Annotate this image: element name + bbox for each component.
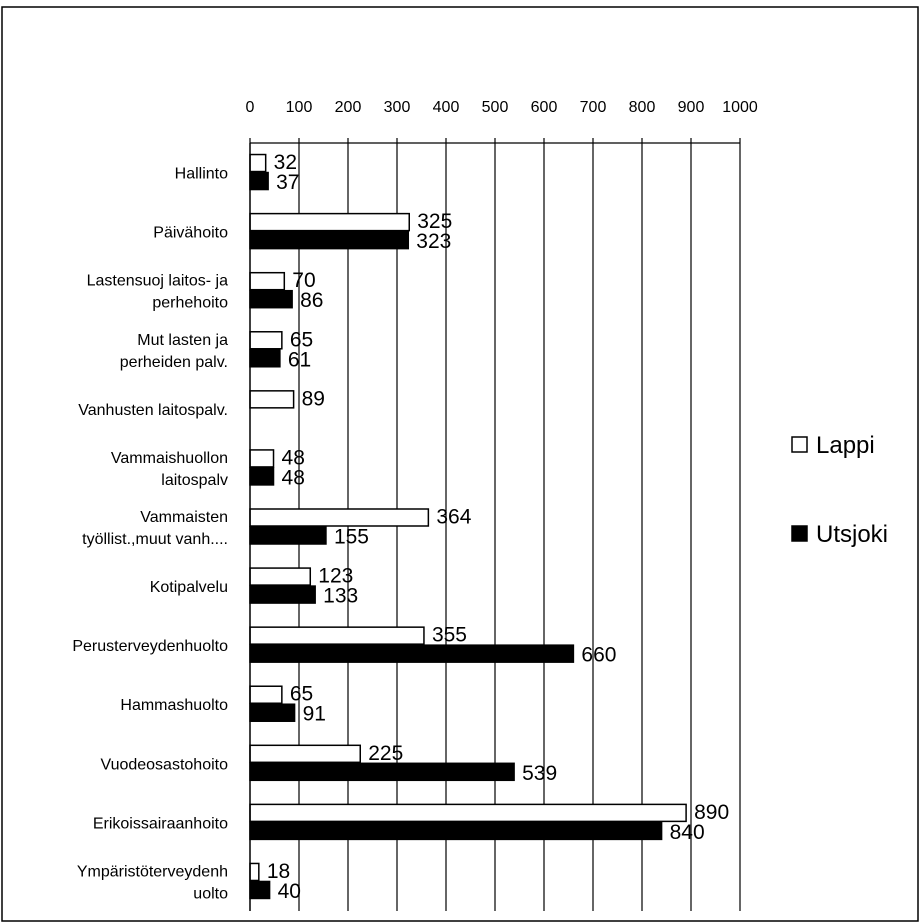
legend-swatch-lappi (791, 436, 808, 453)
bar-lappi (249, 212, 410, 232)
data-label-utsjoki: 48 (282, 466, 305, 489)
category-label: Vammaishuollon (111, 450, 228, 467)
data-labels: 3237325323708665618948483641551231333556… (267, 151, 729, 903)
bar-utsjoki (249, 880, 271, 900)
bar-utsjoki (249, 644, 575, 663)
data-label-utsjoki: 40 (278, 880, 301, 903)
bar-lappi (249, 449, 275, 468)
category-label: Ympäristöterveydenh (77, 863, 228, 880)
data-label-lappi: 32 (274, 151, 297, 174)
x-tick-label: 100 (286, 99, 313, 116)
bar-lappi (249, 862, 260, 882)
bar-utsjoki (249, 289, 293, 309)
bar-lappi (249, 803, 687, 823)
bar-utsjoki (249, 526, 327, 545)
data-label-utsjoki: 61 (288, 348, 311, 371)
gridlines (298, 143, 741, 911)
bar-lappi (249, 744, 361, 764)
data-label-lappi: 364 (436, 506, 471, 529)
data-label-lappi: 355 (432, 624, 467, 647)
category-label: Vammaisten (140, 509, 228, 526)
legend: Lappi Utsjoki (791, 432, 888, 548)
legend-label-utsjoki: Utsjoki (816, 521, 888, 548)
data-label-lappi: 123 (318, 565, 353, 588)
x-tick-label: 0 (246, 99, 255, 116)
x-tick-label: 400 (433, 99, 460, 116)
data-label-utsjoki: 660 (581, 644, 616, 667)
category-label: Mut lasten ja (137, 332, 228, 349)
legend-label-lappi: Lappi (816, 432, 875, 459)
data-label-lappi: 18 (267, 860, 290, 883)
bars (249, 153, 687, 900)
bar-lappi (249, 390, 295, 409)
category-label: perheiden palv. (120, 354, 228, 371)
category-label: laitospalv (161, 472, 228, 489)
x-tick-label: 200 (335, 99, 362, 116)
data-label-utsjoki: 155 (334, 526, 369, 549)
bar-utsjoki (249, 349, 281, 368)
data-label-lappi: 48 (282, 446, 305, 469)
data-label-utsjoki: 86 (300, 289, 323, 312)
bar-utsjoki (249, 467, 275, 486)
x-tick-label: 700 (580, 99, 607, 116)
data-label-lappi: 65 (290, 683, 313, 706)
category-label: Hallinto (175, 166, 228, 183)
x-tick-label: 1000 (722, 99, 758, 116)
bar-utsjoki (249, 230, 410, 250)
data-label-lappi: 890 (694, 801, 729, 824)
data-label-lappi: 89 (302, 387, 325, 410)
category-labels: Hallinto Päivähoito Lastensuoj laitos- ja p… (72, 166, 228, 903)
data-label-utsjoki: 91 (303, 703, 326, 726)
data-label-utsjoki: 840 (670, 821, 705, 844)
category-label: Kotipalvelu (150, 579, 228, 596)
legend-swatch-utsjoki (791, 525, 808, 542)
data-label-utsjoki: 37 (276, 171, 299, 194)
bar-lappi (249, 153, 267, 173)
x-tick-label: 300 (384, 99, 411, 116)
bar-lappi (249, 567, 312, 586)
x-axis-ticks: 0 100 200 300 400 500 600 700 800 900 1000 (246, 99, 758, 144)
bar-utsjoki (249, 703, 296, 722)
bar-utsjoki (249, 762, 515, 782)
bar-lappi (249, 626, 425, 645)
category-label: työllist.,muut vanh.... (82, 531, 228, 548)
category-label: uolto (193, 885, 228, 902)
bar-lappi (249, 685, 283, 704)
data-label-lappi: 325 (417, 210, 452, 233)
category-label: Erikoissairaanhoito (93, 815, 228, 832)
x-tick-label: 900 (678, 99, 705, 116)
category-label: perhehoito (152, 295, 228, 312)
bar-lappi (249, 271, 286, 291)
x-tick-label: 500 (482, 99, 509, 116)
category-label: Päivähoito (153, 225, 228, 242)
x-tick-label: 800 (629, 99, 656, 116)
category-label: Hammashuolto (120, 697, 228, 714)
data-label-utsjoki: 323 (416, 230, 451, 253)
bar-utsjoki (249, 821, 663, 841)
category-label: Perusterveydenhuolto (72, 638, 228, 655)
category-label: Vuodeosastohoito (100, 756, 228, 773)
bar-utsjoki (249, 171, 269, 191)
bar-lappi (249, 508, 430, 527)
x-tick-label: 600 (531, 99, 558, 116)
data-label-utsjoki: 539 (522, 762, 557, 785)
data-label-lappi: 225 (368, 742, 403, 765)
category-label: Lastensuoj laitos- ja (87, 273, 229, 290)
data-label-lappi: 70 (292, 269, 315, 292)
bar-utsjoki (249, 585, 316, 604)
category-label: Vanhusten laitospalv. (78, 402, 228, 419)
data-label-lappi: 65 (290, 328, 313, 351)
data-label-utsjoki: 133 (323, 585, 358, 608)
bar-lappi (249, 331, 283, 350)
